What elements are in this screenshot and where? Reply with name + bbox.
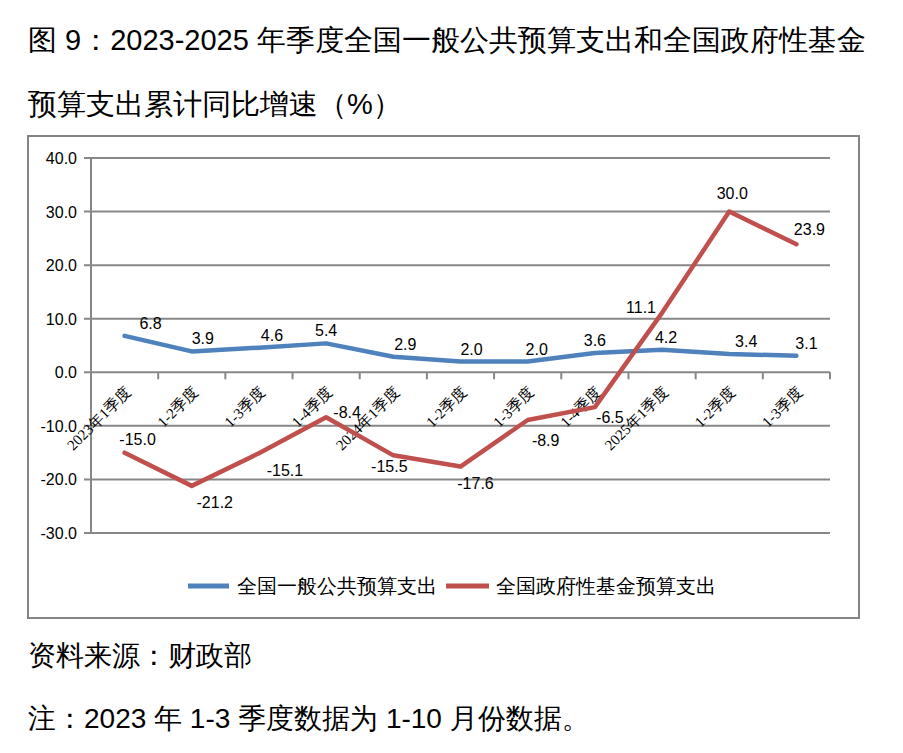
y-axis-label: 10.0 — [46, 311, 77, 328]
data-label: 4.2 — [655, 329, 677, 346]
source-text: 资料来源：财政部 — [28, 637, 252, 675]
data-label: 3.4 — [735, 333, 757, 350]
data-label: 3.9 — [192, 330, 214, 347]
data-label: 3.1 — [795, 335, 817, 352]
data-label: -6.5 — [596, 409, 624, 426]
data-label: 6.8 — [139, 315, 161, 332]
data-label: -8.4 — [333, 404, 361, 421]
figure-title-line1: 图 9：2023-2025 年季度全国一般公共预算支出和全国政府性基金 — [28, 24, 866, 56]
data-label: 2.0 — [460, 341, 482, 358]
x-axis-label: 1-3季度 — [490, 384, 537, 431]
x-axis-label: 1-3季度 — [221, 384, 268, 431]
y-axis-label: 0.0 — [55, 364, 77, 381]
data-label: 3.6 — [584, 332, 606, 349]
data-label: -15.5 — [371, 458, 408, 475]
data-label: -17.6 — [457, 475, 494, 492]
y-axis-label: 30.0 — [46, 204, 77, 221]
y-axis-label: -10.0 — [41, 418, 78, 435]
x-axis-label: 1-2季度 — [692, 384, 739, 431]
data-label: 4.6 — [261, 327, 283, 344]
data-label: 2.0 — [526, 341, 548, 358]
data-label: -15.0 — [119, 431, 156, 448]
data-label: -15.1 — [267, 462, 304, 479]
legend-label-0: 全国一般公共预算支出 — [237, 575, 437, 597]
figure: 图 9：2023-2025 年季度全国一般公共预算支出和全国政府性基金预算支出累… — [0, 0, 903, 753]
data-label: 5.4 — [315, 322, 337, 339]
y-axis-label: 20.0 — [46, 257, 77, 274]
y-axis-label: -30.0 — [41, 525, 78, 542]
x-axis-label: 1-2季度 — [423, 384, 470, 431]
figure-title: 图 9：2023-2025 年季度全国一般公共预算支出和全国政府性基金预算支出累… — [28, 8, 898, 136]
legend-label-1: 全国政府性基金预算支出 — [496, 575, 716, 597]
y-axis-label: -20.0 — [41, 471, 78, 488]
note-text: 注：2023 年 1-3 季度数据为 1-10 月份数据。 — [28, 700, 590, 738]
chart-area: 40.030.020.010.00.0-10.0-20.0-30.02023年1… — [27, 135, 860, 619]
x-axis-label: 1-2季度 — [154, 384, 201, 431]
x-axis-label: 1-3季度 — [759, 384, 806, 431]
data-label: 2.9 — [394, 336, 416, 353]
data-label: -8.9 — [532, 432, 560, 449]
line-chart: 40.030.020.010.00.0-10.0-20.0-30.02023年1… — [29, 137, 858, 617]
data-label: -21.2 — [197, 494, 234, 511]
data-label: 30.0 — [717, 185, 748, 202]
y-axis-label: 40.0 — [46, 150, 77, 167]
data-label: 23.9 — [794, 221, 825, 238]
figure-title-line2: 预算支出累计同比增速（%） — [28, 88, 402, 120]
data-label: 11.1 — [626, 299, 656, 316]
